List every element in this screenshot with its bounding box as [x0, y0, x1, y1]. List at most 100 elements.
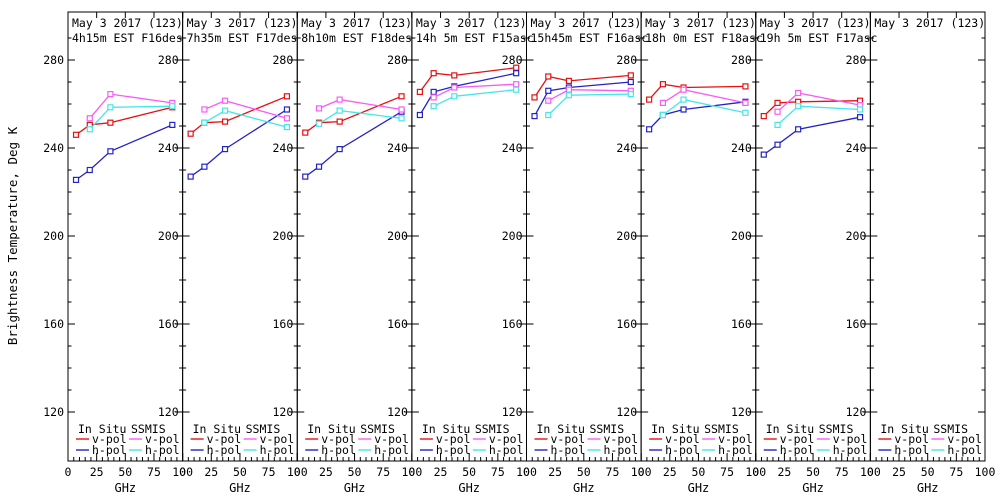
x-tick-label: 50	[348, 465, 362, 479]
x-tick-label: 100	[631, 465, 652, 479]
data-point-in_situ_h	[201, 163, 208, 170]
y-tick-label: 160	[158, 317, 179, 331]
data-point-ssmis_h	[742, 109, 749, 116]
x-tick-label: 100	[745, 465, 766, 479]
x-axis-title: GHz	[573, 481, 595, 495]
panel-title: May 3 2017 (123)	[301, 16, 412, 30]
x-tick-label: 50	[806, 465, 820, 479]
data-point-ssmis_h	[315, 120, 323, 127]
x-tick-label: 0	[638, 465, 645, 479]
legend-ssmis-hpol-label: h-pol	[833, 443, 868, 457]
data-point-ssmis_v	[742, 99, 749, 107]
panel-7: 120 160 200 240 280 0 25 50 75 100 GHz May 3 2017 (…	[731, 11, 881, 495]
legend-in-situ-vpol-label: v-pol	[551, 432, 586, 446]
legend-header-in-situ: In Situ	[307, 422, 355, 436]
y-tick-label: 240	[387, 141, 408, 155]
y-tick-label: 280	[387, 53, 408, 67]
y-tick-label: 160	[387, 317, 408, 331]
y-tick-label: 240	[731, 141, 752, 155]
data-point-in_situ_v	[742, 83, 749, 90]
x-tick-label: 25	[434, 465, 448, 479]
legend-in-situ-hpol-label: h-pol	[551, 443, 586, 457]
data-point-in_situ_v	[398, 93, 405, 100]
data-point-ssmis_h	[795, 103, 802, 110]
legend-header-in-situ: In Situ	[422, 422, 470, 436]
x-tick-label: 100	[516, 465, 537, 479]
data-point-in_situ_v	[774, 99, 781, 107]
x-tick-label: 0	[65, 465, 72, 479]
data-point-in_situ_v	[627, 72, 634, 79]
data-point-ssmis_v	[315, 105, 323, 112]
y-axis-title: Brightness Temperature, Deg K	[5, 126, 20, 345]
x-tick-label: 100	[401, 465, 422, 479]
x-tick-label: 0	[523, 465, 530, 479]
data-point-in_situ_v	[283, 93, 291, 100]
data-point-ssmis_v	[336, 96, 343, 103]
data-point-in_situ_h	[302, 173, 309, 180]
panel-subtitle: 14h 5m EST F15asc	[416, 31, 534, 45]
x-axis-title: GHz	[114, 481, 136, 495]
legend-header-in-situ: In Situ	[651, 422, 699, 436]
y-tick-label: 240	[272, 141, 293, 155]
data-point-in_situ_h	[795, 126, 802, 133]
legend-header-ssmis: SSMIS	[475, 422, 510, 436]
x-tick-label: 25	[548, 465, 562, 479]
legend-ssmis-vpol-label: v-pol	[833, 432, 868, 446]
data-point-ssmis_v	[659, 99, 667, 107]
legend-in-situ-vpol-label: v-pol	[207, 432, 242, 446]
legend-in-situ-vpol-label: v-pol	[436, 432, 471, 446]
x-tick-label: 75	[835, 465, 849, 479]
y-tick-label: 160	[731, 317, 752, 331]
x-tick-label: 50	[921, 465, 935, 479]
data-point-in_situ_h	[107, 148, 114, 155]
data-point-in_situ_v	[565, 77, 573, 85]
data-point-in_situ_h	[680, 106, 687, 113]
panel-title: May 3 2017 (123)	[760, 16, 871, 30]
legend-ssmis-vpol-label: v-pol	[260, 432, 295, 446]
legend-header-in-situ: In Situ	[766, 422, 814, 436]
legend-header-ssmis: SSMIS	[933, 422, 968, 436]
legend-in-situ-hpol-label: h-pol	[436, 443, 471, 457]
x-tick-label: 25	[319, 465, 333, 479]
y-tick-label: 120	[387, 405, 408, 419]
legend-header-in-situ: In Situ	[880, 422, 928, 436]
data-point-ssmis_h	[283, 123, 291, 131]
series-line-in_situ_h	[763, 116, 861, 156]
data-point-in_situ_h	[760, 151, 767, 158]
legend-header-ssmis: SSMIS	[131, 422, 166, 436]
x-tick-label: 0	[867, 465, 874, 479]
data-point-ssmis_h	[565, 92, 573, 99]
legend-in-situ-vpol-label: v-pol	[665, 432, 700, 446]
legend-in-situ-vpol-label: v-pol	[321, 432, 356, 446]
panel-subtitle: 18h 0m EST F18asc	[645, 31, 763, 45]
data-point-in_situ_h	[531, 112, 538, 120]
x-tick-label: 0	[294, 465, 301, 479]
data-point-in_situ_h	[627, 78, 634, 86]
y-tick-label: 200	[272, 229, 293, 243]
series-line-in_situ_h	[304, 111, 402, 178]
y-tick-label: 200	[158, 229, 179, 243]
y-tick-label: 120	[846, 405, 867, 419]
x-tick-label: 50	[577, 465, 591, 479]
legend-ssmis-vpol-label: v-pol	[489, 432, 524, 446]
y-tick-label: 240	[616, 141, 637, 155]
y-tick-label: 200	[731, 229, 752, 243]
data-point-ssmis_h	[680, 96, 687, 103]
data-point-ssmis_h	[774, 121, 781, 129]
data-point-in_situ_h	[72, 176, 80, 183]
data-point-ssmis_v	[795, 89, 802, 97]
data-point-in_situ_h	[283, 106, 291, 113]
data-point-in_situ_h	[221, 146, 229, 153]
panel-title: May 3 2017 (123)	[645, 16, 756, 30]
data-point-in_situ_v	[416, 88, 423, 96]
data-point-ssmis_h	[856, 106, 864, 113]
series-line-in_situ_h	[190, 108, 288, 178]
panel-5: 120 160 200 240 280 0 25 50 75 100 GHz May 3 2017 (…	[502, 11, 652, 495]
legend-header-ssmis: SSMIS	[246, 422, 281, 436]
data-point-ssmis_h	[86, 126, 93, 133]
panel-subtitle: 19h 5m EST F17asc	[760, 31, 878, 45]
